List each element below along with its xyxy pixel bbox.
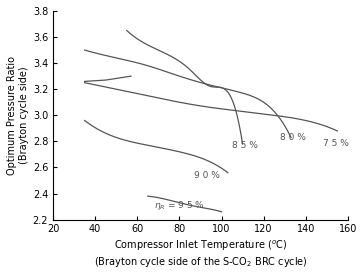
Text: 7 5 %: 7 5 %	[323, 139, 348, 148]
Text: $\eta_R$ = 9 5 %: $\eta_R$ = 9 5 %	[154, 199, 205, 212]
Text: 8 5 %: 8 5 %	[232, 141, 258, 150]
Text: 8 0 %: 8 0 %	[281, 133, 306, 142]
Y-axis label: Optimum Pressure Ratio
(Brayton cycle side): Optimum Pressure Ratio (Brayton cycle si…	[7, 56, 28, 175]
X-axis label: Compressor Inlet Temperature ($^{o}$C)
(Brayton cycle side of the S-CO$_2$ BRC c: Compressor Inlet Temperature ($^{o}$C) (…	[94, 239, 307, 269]
Text: 9 0 %: 9 0 %	[194, 171, 220, 180]
